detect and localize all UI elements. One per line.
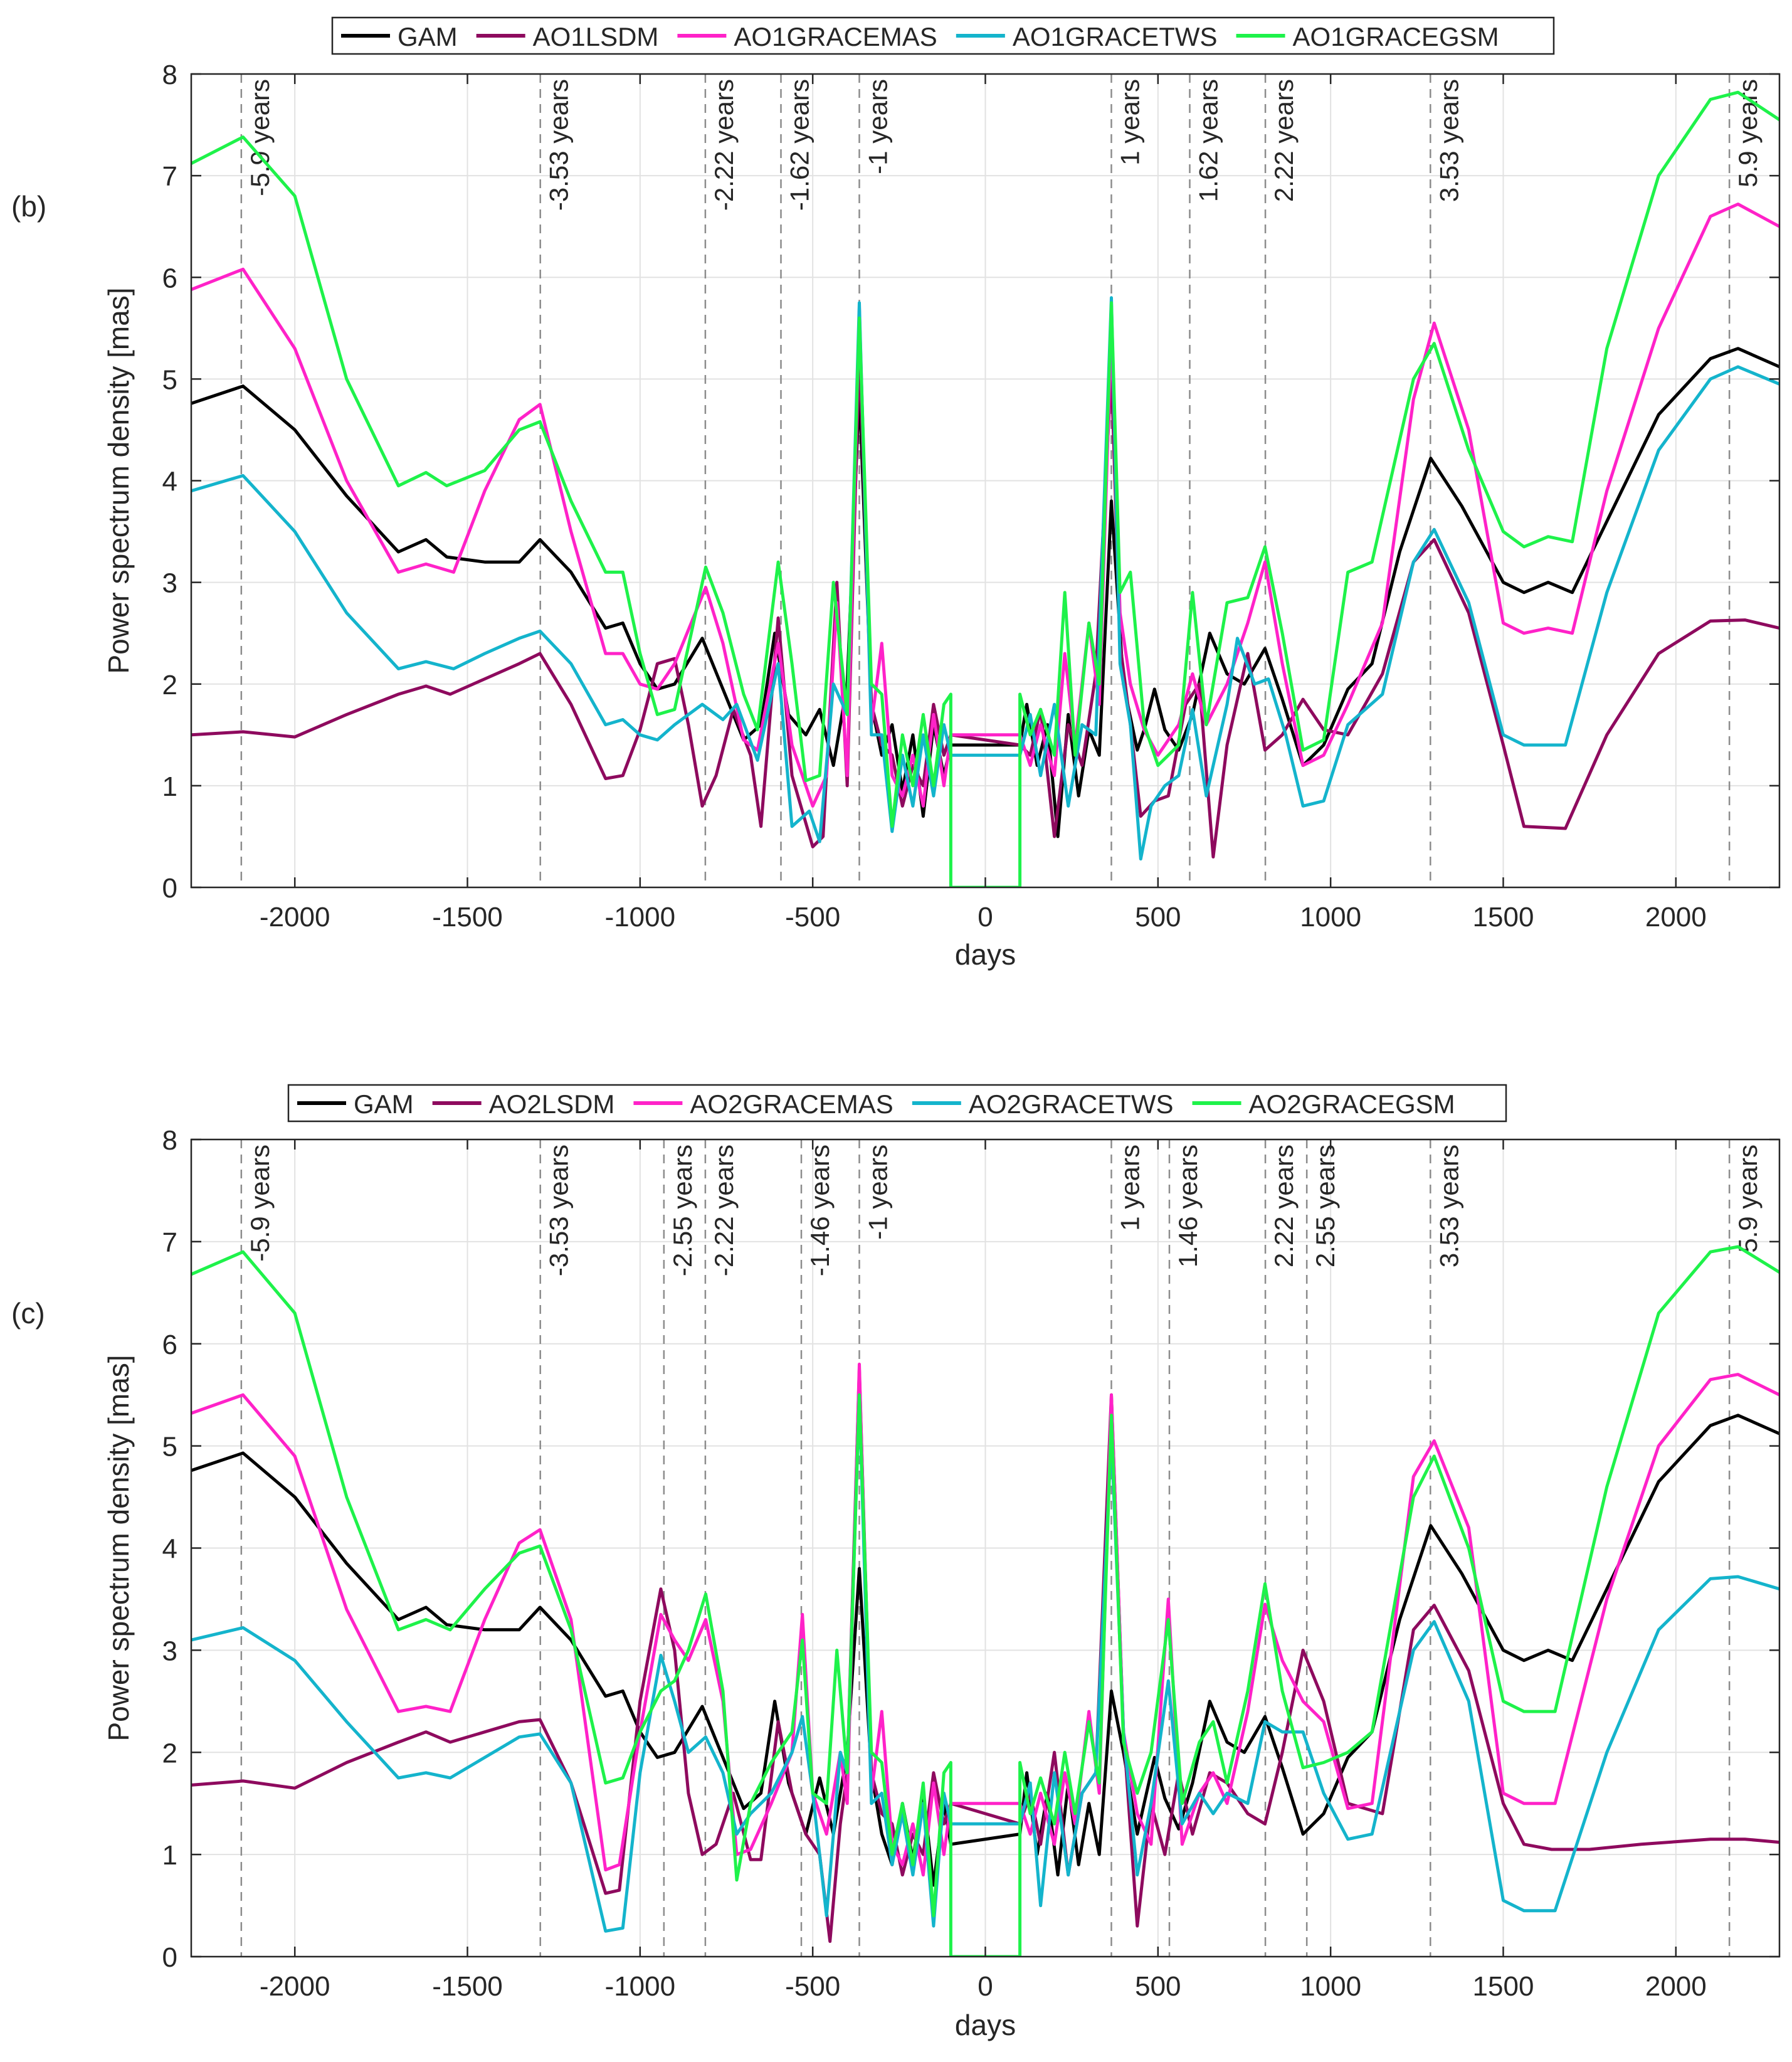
period-label: -2.22 years xyxy=(709,1145,739,1276)
period-label: -2.22 years xyxy=(709,79,739,211)
y-axis-label: Power spectrum density [mas] xyxy=(102,287,135,674)
period-label: -1 years xyxy=(863,1145,893,1240)
x-tick-label: 1000 xyxy=(1300,902,1361,933)
period-label: -1.62 years xyxy=(785,79,814,211)
ticks: -2000 -1500 -1000 -500 0 500 1000 1500 2000 0 1 2 3 4… xyxy=(162,60,1779,933)
ticks: -2000 -1500 -1000 -500 0 500 1000 1500 2000 0 1 2 3 4… xyxy=(162,1125,1779,2002)
period-lines: -5.9 years -3.53 years -2.22 years -1.62 ye… xyxy=(240,74,1763,887)
legend-label: GAM xyxy=(398,22,458,51)
x-axis-label: days xyxy=(955,2009,1016,2041)
x-tick-label: -2000 xyxy=(260,902,330,933)
period-label: 1.62 years xyxy=(1193,79,1223,202)
y-tick-label: 6 xyxy=(162,1330,177,1360)
x-tick-label: 1000 xyxy=(1300,1971,1361,2002)
y-tick-label: 7 xyxy=(162,161,177,192)
legend-label: AO1GRACETWS xyxy=(1013,22,1218,51)
period-label: -3.53 years xyxy=(544,79,574,211)
grid xyxy=(191,74,1779,887)
legend: GAM AO2LSDM AO2GRACEMAS AO2GRACETWS AO2GRACE… xyxy=(287,1084,1507,1123)
series-ao2gracemas xyxy=(191,1362,1779,1877)
x-tick-label: 2000 xyxy=(1645,1971,1707,2002)
period-label: 2.22 years xyxy=(1269,79,1299,202)
y-tick-label: 0 xyxy=(162,1942,177,1973)
series-ao1gracegsm xyxy=(191,90,1779,887)
series-ao2gracegsm xyxy=(191,1245,1779,1957)
period-label: 1 years xyxy=(1115,1145,1144,1231)
panel-label: (c) xyxy=(11,1297,45,1330)
legend-label: GAM xyxy=(354,1089,414,1119)
period-label: 2.55 years xyxy=(1310,1145,1340,1267)
period-lines: -5.9 years -3.53 years -2.55 years -2.22 ye… xyxy=(240,1139,1763,1957)
x-tick-label: -1500 xyxy=(432,1971,503,2002)
x-axis-label: days xyxy=(955,938,1016,971)
x-tick-label: -1000 xyxy=(605,902,676,933)
legend-label: AO1GRACEGSM xyxy=(1293,22,1499,51)
x-tick-label: 500 xyxy=(1135,902,1181,933)
x-tick-label: -1000 xyxy=(605,1971,676,2002)
period-label: 1.46 years xyxy=(1173,1145,1203,1267)
y-tick-label: 1 xyxy=(162,771,177,802)
grid xyxy=(191,1139,1779,1957)
x-tick-label: -2000 xyxy=(260,1971,330,2002)
period-label: -1 years xyxy=(863,79,893,174)
y-tick-label: 6 xyxy=(162,263,177,293)
legend-box xyxy=(331,16,1555,55)
y-tick-label: 2 xyxy=(162,670,177,701)
x-tick-label: 0 xyxy=(978,1971,993,2002)
y-tick-label: 3 xyxy=(162,568,177,599)
series-group xyxy=(191,90,1779,887)
legend-label: AO2LSDM xyxy=(489,1089,615,1119)
y-tick-label: 8 xyxy=(162,1125,177,1156)
legend-label: AO2GRACETWS xyxy=(969,1089,1174,1119)
x-tick-label: -500 xyxy=(785,902,840,933)
panel-label: (b) xyxy=(11,190,46,223)
period-label: 5.9 years xyxy=(1733,1145,1763,1253)
y-tick-label: 3 xyxy=(162,1636,177,1666)
period-label: 3.53 years xyxy=(1434,79,1463,202)
legend-label: AO2GRACEMAS xyxy=(690,1089,893,1119)
period-label: -3.53 years xyxy=(544,1145,574,1276)
panel-b: -5.9 years -3.53 years -2.22 years -1.62 ye… xyxy=(11,16,1781,971)
x-tick-label: -500 xyxy=(785,1971,840,2002)
x-tick-label: 2000 xyxy=(1645,902,1707,933)
x-tick-label: 0 xyxy=(978,902,993,933)
y-tick-label: 4 xyxy=(162,467,177,497)
period-label: 2.22 years xyxy=(1269,1145,1299,1267)
y-tick-label: 5 xyxy=(162,364,177,395)
x-tick-label: 1500 xyxy=(1473,1971,1534,2002)
x-tick-label: -1500 xyxy=(432,902,503,933)
y-tick-label: 2 xyxy=(162,1738,177,1769)
series-ao1lsdm xyxy=(191,347,1779,859)
period-label: -5.9 years xyxy=(245,1145,275,1262)
y-tick-label: 4 xyxy=(162,1534,177,1565)
legend-label: AO1GRACEMAS xyxy=(734,22,937,51)
panel-c: -5.9 years -3.53 years -2.55 years -2.22 ye… xyxy=(11,1084,1781,2041)
x-tick-label: 500 xyxy=(1135,1971,1181,2002)
series-ao1gracetws xyxy=(191,296,1779,861)
legend: GAM AO1LSDM AO1GRACEMAS AO1GRACETWS AO1GRACE… xyxy=(331,16,1555,55)
legend-label: AO1LSDM xyxy=(533,22,659,51)
period-label: 1 years xyxy=(1115,79,1144,166)
y-tick-label: 7 xyxy=(162,1227,177,1258)
period-label: -1.46 years xyxy=(805,1145,835,1276)
series-ao1gracemas xyxy=(191,203,1779,808)
y-axis-label: Power spectrum density [mas] xyxy=(102,1355,135,1741)
period-label: 5.9 years xyxy=(1733,79,1763,188)
y-tick-label: 5 xyxy=(162,1432,177,1462)
x-tick-label: 1500 xyxy=(1473,902,1534,933)
period-label: -5.9 years xyxy=(245,79,275,196)
period-label: -2.55 years xyxy=(668,1145,697,1276)
y-tick-label: 8 xyxy=(162,60,177,90)
y-tick-label: 0 xyxy=(162,873,177,904)
y-tick-label: 1 xyxy=(162,1840,177,1871)
legend-label: AO2GRACEGSM xyxy=(1249,1089,1455,1119)
legend-box xyxy=(287,1084,1507,1123)
series-group xyxy=(191,1245,1779,1957)
series-gam xyxy=(191,347,1779,838)
period-label: 3.53 years xyxy=(1434,1145,1463,1267)
